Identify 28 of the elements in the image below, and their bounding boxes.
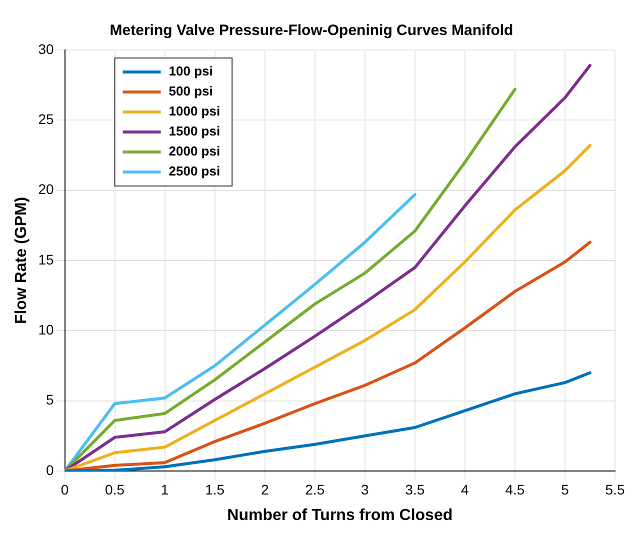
x-tick-label: 4: [461, 481, 470, 498]
x-tick-label: 1: [160, 481, 169, 498]
x-tick-label: 5.5: [605, 481, 625, 498]
y-tick-label: 5: [46, 392, 54, 408]
legend-label: 1500 psi: [168, 124, 220, 139]
x-axis-title: Number of Turns from Closed: [227, 506, 453, 524]
y-tick-label: 25: [38, 111, 54, 128]
x-tick-label: 1.5: [205, 481, 225, 498]
y-tick-label: 0: [46, 462, 54, 478]
y-tick-label: 20: [38, 181, 54, 198]
x-tick-label: 0: [60, 481, 69, 498]
y-axis-title: Flow Rate (GPM): [13, 196, 30, 324]
y-tick-label: 15: [38, 251, 54, 268]
x-tick-label: 3.5: [405, 481, 425, 498]
legend-label: 1000 psi: [168, 104, 220, 119]
legend-label: 2500 psi: [168, 164, 220, 179]
x-tick-label: 0.5: [105, 481, 125, 498]
x-tick-label: 4.5: [505, 481, 525, 498]
legend-label: 500 psi: [168, 84, 213, 99]
x-tick-label: 2: [260, 481, 269, 498]
chart-title: Metering Valve Pressure-Flow-Openinig Curves Manifold: [110, 22, 514, 40]
x-tick-label: 2.5: [305, 481, 325, 498]
y-tick-label: 30: [38, 40, 54, 57]
legend-label: 2000 psi: [168, 144, 220, 159]
legend-label: 100 psi: [168, 64, 213, 79]
x-tick-label: 5: [561, 481, 570, 498]
y-tick-label: 10: [38, 322, 54, 338]
x-tick-label: 3: [361, 481, 369, 498]
